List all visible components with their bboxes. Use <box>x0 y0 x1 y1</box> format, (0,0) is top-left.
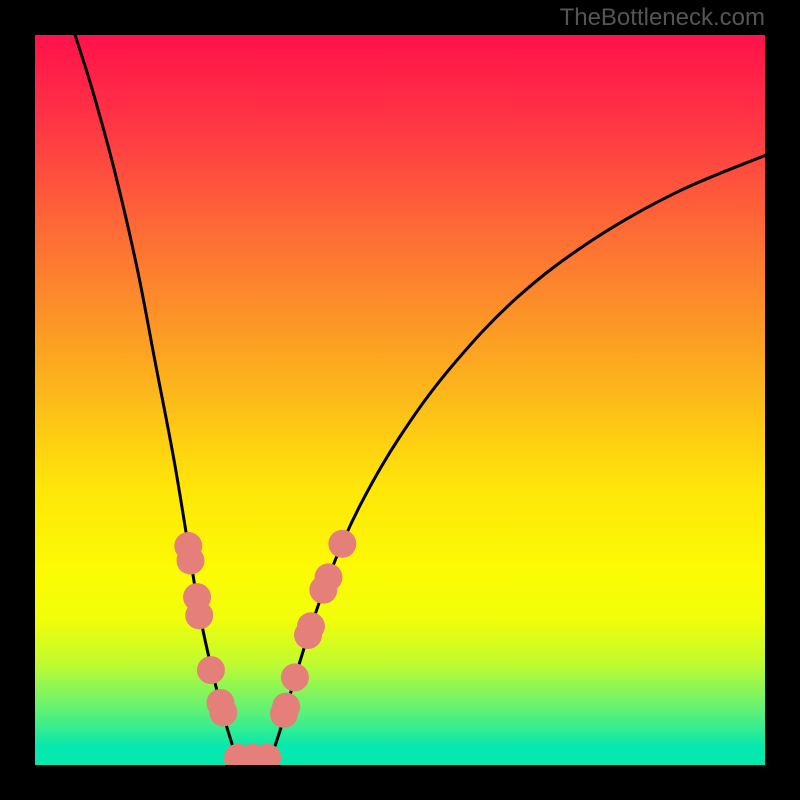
data-marker <box>281 663 309 691</box>
data-marker <box>209 698 237 726</box>
watermark-text: TheBottleneck.com <box>560 4 765 32</box>
data-marker <box>272 693 300 721</box>
data-marker <box>197 656 225 684</box>
data-marker <box>176 547 204 575</box>
data-marker <box>328 530 356 558</box>
markers-layer <box>35 35 765 765</box>
plot-area <box>35 35 765 765</box>
data-marker <box>297 612 325 640</box>
data-marker <box>314 563 342 591</box>
data-marker <box>185 601 213 629</box>
